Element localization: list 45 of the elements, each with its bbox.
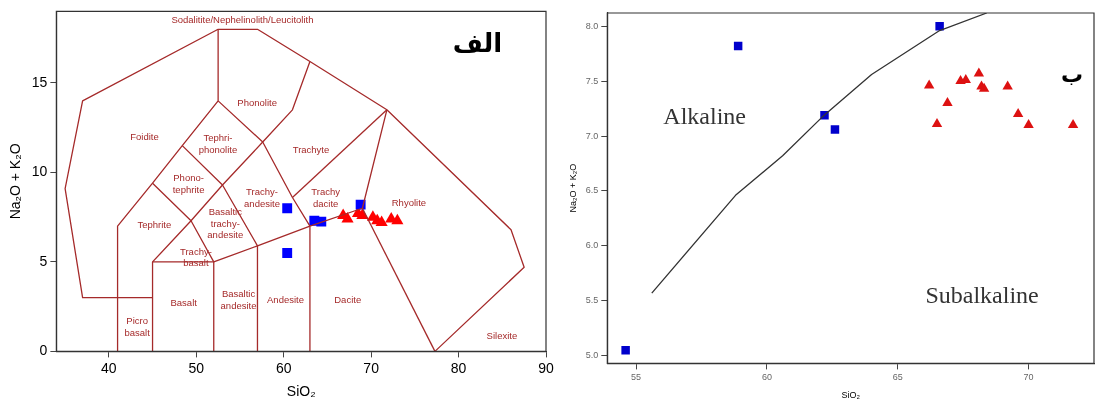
annotation: Basaltic andesite [220, 288, 257, 311]
y-axis-title: Na₂O + K₂O [567, 163, 578, 213]
x-tick-label: 65 [892, 372, 903, 383]
annotation: ب [1061, 61, 1084, 87]
annotation: Rhyolite [391, 197, 427, 209]
annotation: Picro basalt [124, 315, 151, 339]
x-tick-label: 80 [450, 359, 467, 376]
y-tick-label: 6.5 [585, 185, 599, 196]
annotation: Trachyte [292, 144, 330, 156]
annotation: Silexite [486, 329, 518, 341]
x-tick-label: 70 [1023, 372, 1034, 383]
annotation: Alkaline [663, 103, 746, 130]
x-axis-title: SiO₂ [841, 390, 861, 401]
y-tick-label: 7.5 [585, 75, 599, 86]
y-tick-label: 7.0 [585, 130, 599, 141]
annotation: Tephri- phonolite [198, 131, 238, 155]
annotation: Subalkaline [925, 282, 1039, 309]
y-axis-title: Na₂O + K₂O [7, 143, 24, 220]
x-tick-label: 90 [538, 359, 554, 376]
annotation: Basalt [170, 297, 198, 309]
y-tick-label: 10 [31, 163, 48, 180]
annotation: Foidite [130, 130, 159, 142]
annotation: Dacite [334, 294, 362, 306]
y-tick-label: 8.0 [585, 20, 599, 31]
y-tick-label: 5.0 [585, 350, 599, 361]
y-tick-label: 0 [39, 342, 48, 359]
x-axis-title: SiO₂ [286, 383, 316, 400]
x-tick-label: 70 [363, 359, 380, 376]
x-tick-label: 60 [275, 359, 292, 376]
y-tick-label: 15 [31, 73, 48, 90]
x-tick-label: 60 [761, 372, 772, 383]
annotation: Trachy dacite [311, 186, 341, 209]
x-tick-label: 50 [188, 359, 205, 376]
annotation: Tephrite [137, 219, 172, 231]
annotation: الف [452, 28, 503, 59]
annotation: Trachy- andesite [244, 186, 280, 209]
y-tick-label: 5.5 [585, 295, 599, 306]
y-tick-label: 5 [39, 252, 48, 269]
x-tick-label: 40 [101, 359, 117, 376]
annotation: Phonolite [237, 96, 277, 108]
y-tick-label: 6.0 [585, 240, 599, 251]
annotation: Andesite [267, 294, 305, 306]
annotation: Sodalitite/Nephelinolith/Leucitolith [171, 13, 314, 25]
annotation: Phono- tephrite [172, 172, 205, 196]
x-tick-label: 55 [631, 372, 642, 383]
